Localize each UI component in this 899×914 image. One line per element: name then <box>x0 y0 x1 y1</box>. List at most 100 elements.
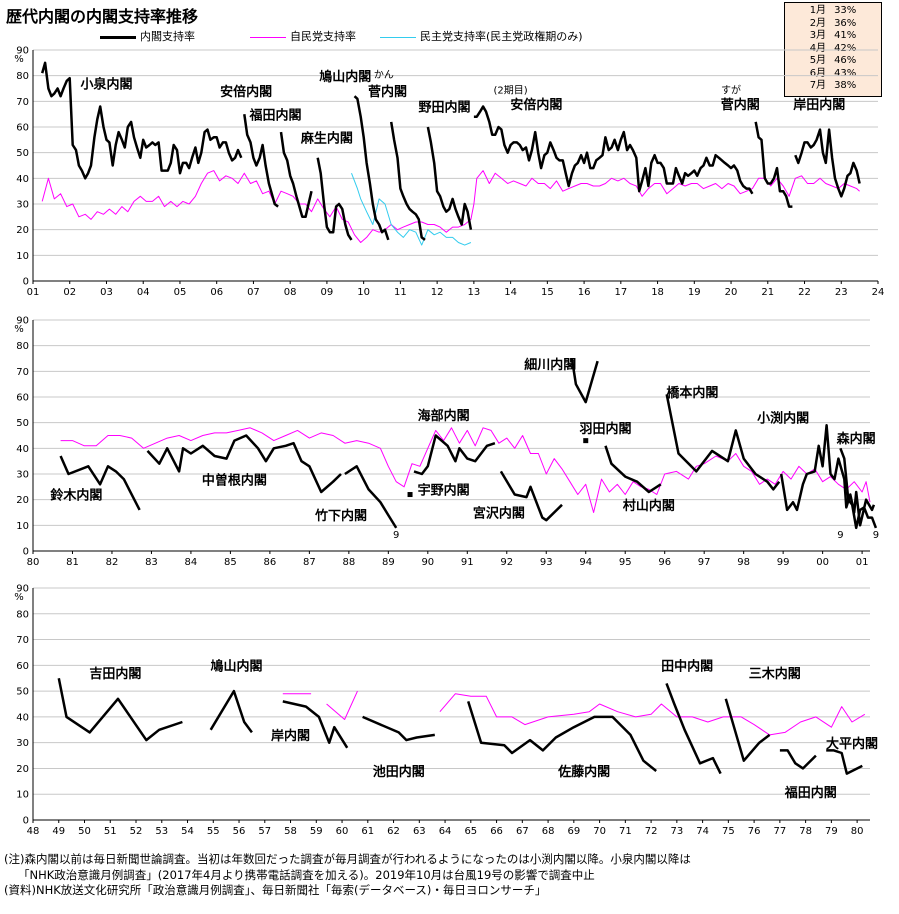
x-tick-label: 62 <box>387 826 400 837</box>
cabinet-label: 安倍内閣 <box>220 84 272 100</box>
x-tick-label: 03 <box>100 287 113 298</box>
cabinet-label: 村山内閣 <box>623 498 675 514</box>
single-point-marker <box>407 492 413 498</box>
y-tick-label: 60 <box>16 393 29 404</box>
cabinet-label: (2期目) <box>494 85 528 97</box>
x-tick-label: 80 <box>851 826 864 837</box>
y-axis-unit: % <box>14 324 24 335</box>
cabinet-label: 福田内閣 <box>784 785 837 801</box>
x-tick-label: 70 <box>593 826 606 837</box>
x-tick-label: 76 <box>748 826 761 837</box>
cabinet-label: 鈴木内閣 <box>50 488 102 504</box>
y-tick-label: 90 <box>16 316 29 327</box>
cabinet-label: 池田内閣 <box>373 764 425 780</box>
x-tick-label: 21 <box>761 287 774 298</box>
x-tick-label: 48 <box>27 826 40 837</box>
x-tick-label: 12 <box>431 287 444 298</box>
y-tick-label: 80 <box>16 341 29 352</box>
x-tick-label: 74 <box>696 826 709 837</box>
y-tick-label: 10 <box>16 790 29 801</box>
x-tick-label: 83 <box>145 557 158 568</box>
y-tick-label: 40 <box>16 712 29 723</box>
x-tick-label: 95 <box>619 557 632 568</box>
x-tick-label: 67 <box>516 826 529 837</box>
cabinet-label: 菅内閣 <box>368 84 407 100</box>
x-tick-label: 91 <box>461 557 474 568</box>
recent-value: 42% <box>834 42 857 54</box>
x-tick-label: 97 <box>698 557 711 568</box>
legend-item-dpj: 民主党支持率(民主党政権期のみ) <box>380 28 583 44</box>
x-tick-label: 75 <box>722 826 735 837</box>
x-tick-label: 96 <box>658 557 671 568</box>
x-tick-label: 20 <box>725 287 738 298</box>
series-line <box>426 126 473 230</box>
cabinet-label: かん <box>374 69 394 81</box>
x-tick-label: 51 <box>104 826 117 837</box>
y-tick-label: 80 <box>16 71 29 82</box>
series-line <box>413 434 496 476</box>
cabinet-label: 安倍内閣 <box>510 97 562 113</box>
x-tick-label: 64 <box>439 826 452 837</box>
series-line <box>60 427 871 513</box>
x-tick-label: 09 <box>321 287 334 298</box>
x-tick-label: 24 <box>872 287 885 298</box>
series-line <box>389 121 426 241</box>
cabinet-label: 鳩山内閣 <box>210 658 262 674</box>
recent-row: 2月 36% <box>785 18 881 31</box>
y-tick-label: 30 <box>16 470 29 481</box>
cabinet-label: 中曽根内閣 <box>202 472 267 488</box>
x-tick-label: 55 <box>207 826 220 837</box>
x-tick-label: 49 <box>52 826 65 837</box>
x-tick-label: 87 <box>303 557 316 568</box>
cabinet-label: 橋本内閣 <box>666 385 718 401</box>
recent-month: 5月 <box>809 55 827 66</box>
y-axis-unit: % <box>14 592 24 603</box>
recent-row: 7月 38% <box>785 80 881 93</box>
series-line <box>344 465 398 529</box>
legend-item-cabinet: 内閣支持率 <box>100 28 195 44</box>
x-tick-label: 60 <box>336 826 349 837</box>
cabinet-label: 9 <box>837 530 843 541</box>
series-line <box>146 434 342 494</box>
x-tick-label: 17 <box>614 287 627 298</box>
x-tick-label: 50 <box>78 826 91 837</box>
y-tick-label: 70 <box>16 97 29 108</box>
x-tick-label: 71 <box>619 826 632 837</box>
series-line <box>779 423 876 527</box>
series-line <box>467 701 657 772</box>
recent-month: 6月 <box>809 67 827 79</box>
x-tick-label: 06 <box>210 287 223 298</box>
recent-row: 3月 41% <box>785 30 881 43</box>
x-tick-label: 54 <box>181 826 194 837</box>
cabinet-label: 三木内閣 <box>749 666 801 682</box>
x-tick-label: 89 <box>382 557 395 568</box>
x-tick-label: 56 <box>233 826 246 837</box>
cabinet-label: 小渕内閣 <box>757 411 809 427</box>
cabinet-label: 森内閣 <box>837 431 876 447</box>
legend-label-ldp: 自民党支持率 <box>290 30 356 43</box>
series-line <box>473 105 754 195</box>
recent-value: 36% <box>834 17 857 29</box>
y-tick-label: 70 <box>16 635 29 646</box>
cabinet-label: 羽田内閣 <box>579 421 631 437</box>
footnote-2: 「NHK政治意識月例調査」(2017年4月より携帯電話調査を加える)。2019年… <box>18 867 595 882</box>
cabinet-label: 佐藤内閣 <box>557 764 610 780</box>
recent-value: 43% <box>834 67 857 79</box>
series-line <box>826 749 863 775</box>
cabinet-label: 鳩山内閣 <box>319 69 371 85</box>
x-tick-label: 88 <box>342 557 355 568</box>
x-tick-label: 05 <box>174 287 187 298</box>
series-line <box>351 173 472 246</box>
cabinet-label: 田中内閣 <box>661 658 713 674</box>
cabinet-label: 岸内閣 <box>271 728 310 744</box>
series-line <box>362 715 435 742</box>
cabinet-label: 福田内閣 <box>248 107 301 123</box>
series-line <box>59 455 141 511</box>
x-tick-label: 07 <box>247 287 260 298</box>
x-tick-label: 78 <box>799 826 812 837</box>
y-tick-label: 50 <box>16 687 29 698</box>
y-tick-label: 30 <box>16 738 29 749</box>
y-tick-label: 50 <box>16 418 29 429</box>
y-tick-label: 40 <box>16 174 29 185</box>
